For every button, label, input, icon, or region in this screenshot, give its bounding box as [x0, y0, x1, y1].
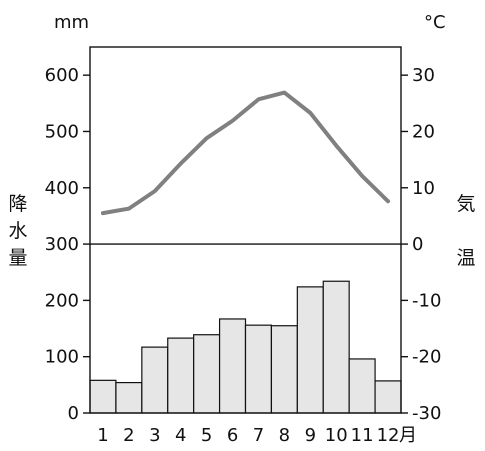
- precip-bar-11: [348, 358, 376, 414]
- month-label: 1: [97, 425, 108, 446]
- precip-bar-12: [374, 380, 402, 414]
- precip-axis-char-1: 降: [8, 193, 27, 215]
- month-label: 11: [351, 425, 374, 446]
- precip-bar-6: [218, 318, 247, 414]
- precip-tick-label: 0: [68, 403, 79, 424]
- month-label: 3: [149, 425, 160, 446]
- precip-tick-label: 500: [45, 121, 79, 142]
- temp-tick-label: -10: [412, 290, 441, 311]
- temp-tick-label: 30: [412, 65, 435, 86]
- month-label: 12: [377, 425, 400, 446]
- temp-axis-char-2: 温: [456, 247, 475, 269]
- precip-bar-8: [270, 325, 298, 414]
- temp-axis-char-1: 気: [456, 193, 475, 215]
- temp-tick-label: 10: [412, 178, 435, 199]
- month-label: 8: [279, 425, 290, 446]
- precip-bar-7: [244, 324, 273, 414]
- temperature-series: [100, 90, 391, 216]
- precip-bar-4: [167, 337, 195, 414]
- precip-bar-3: [141, 346, 169, 414]
- temp-tick-label: 0: [412, 234, 423, 255]
- precip-bar-5: [193, 334, 221, 414]
- precip-tick-label: 100: [45, 347, 79, 368]
- month-label: 5: [201, 425, 212, 446]
- temp-tick-label: 20: [412, 121, 435, 142]
- precip-bar-10: [322, 280, 350, 414]
- precip-bar-1: [89, 379, 117, 414]
- month-label: 9: [305, 425, 316, 446]
- month-label: 7: [253, 425, 264, 446]
- chart-axes: [89, 46, 402, 414]
- precip-tick-label: 400: [45, 178, 79, 199]
- month-label: 2: [123, 425, 134, 446]
- precip-unit-label: mm: [54, 12, 89, 33]
- precip-axis-char-2: 水: [8, 220, 27, 242]
- temp-tick-label: -30: [412, 403, 441, 424]
- plot-frame: [89, 46, 402, 414]
- temp-unit-label: °C: [424, 12, 446, 33]
- precip-tick-label: 600: [45, 65, 79, 86]
- precip-bar-2: [115, 381, 143, 414]
- month-label: 4: [175, 425, 186, 446]
- precip-bar-9: [296, 286, 324, 414]
- temp-tick-label: -20: [412, 347, 441, 368]
- month-suffix: 月: [399, 425, 417, 446]
- precip-axis-char-3: 量: [8, 247, 27, 269]
- precip-tick-label: 300: [45, 234, 79, 255]
- month-label: 6: [227, 425, 238, 446]
- month-label: 10: [325, 425, 348, 446]
- precip-tick-label: 200: [45, 290, 79, 311]
- precipitation-bars: [89, 280, 402, 414]
- temperature-line: [100, 90, 391, 216]
